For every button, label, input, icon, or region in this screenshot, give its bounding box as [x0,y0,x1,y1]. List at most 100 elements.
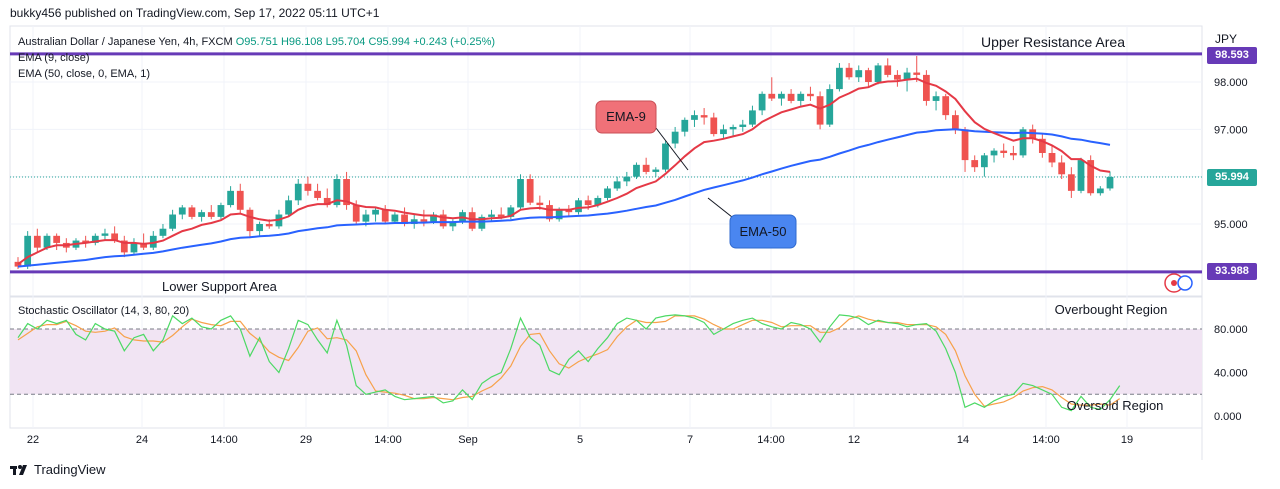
candle-body [613,181,621,189]
candle-body [894,74,901,80]
candle-body [314,190,321,198]
candle-body [855,70,863,78]
candle-body [526,179,534,203]
candle-body [980,155,988,168]
candle-body [604,188,611,198]
candle-body [304,183,312,191]
candle-body [681,119,689,132]
ema9-callout-text: EMA-9 [606,109,646,124]
candle-body [352,205,360,222]
candle-body [942,96,950,116]
brand-name: TradingView [34,462,106,477]
candle-body [816,96,824,125]
candle-body [1087,160,1095,194]
candle-body [178,207,186,215]
low-value: L95.704 [325,36,366,48]
candle-body [517,179,524,208]
tradingview-icon [10,464,27,475]
candle-body [961,129,969,161]
candle-body [546,205,553,220]
candle-body [633,164,640,177]
candle-body [739,124,747,127]
candle-body [575,200,582,213]
candle-body [1096,188,1104,194]
candle-body [159,228,167,236]
candle-body [623,176,631,182]
candle-body [91,235,99,243]
candle-body [401,214,408,224]
candle-body [990,150,998,156]
candle-body [700,115,708,118]
candle-body [207,212,215,217]
candle-body [807,93,814,97]
candle-body [391,214,399,222]
candle-body [555,209,563,220]
candle-body [111,233,119,241]
stoch-legend[interactable]: Stochastic Oscillator (14, 3, 80, 20) [18,305,190,317]
candle-body [14,261,22,267]
time-tick-label: 14 [957,434,969,446]
candle-body [468,212,476,229]
candle-body [333,179,341,206]
candle-body [449,221,457,227]
time-tick-label: 24 [136,434,148,446]
ema50-pointer [707,197,733,218]
time-tick-label: 14:00 [1032,434,1060,446]
time-tick-label: 14:00 [374,434,402,446]
candle-body [729,126,737,130]
time-tick-label: 14:00 [210,434,238,446]
ema50-callout-text: EMA-50 [740,224,787,239]
candle-body [1077,160,1085,191]
candle-body [826,89,834,125]
currency-label: JPY [1215,32,1238,46]
candle-body [778,93,785,99]
tradingview-logo[interactable]: TradingView [10,462,106,477]
candle-body [923,74,930,101]
candle-body [865,70,872,82]
candle-body [642,164,650,172]
candle-body [662,143,669,170]
candle-body [120,240,128,253]
candle-body [140,242,148,248]
candle-body [430,214,437,222]
candle-body [227,190,234,206]
candle-body [874,65,882,82]
ema9-legend[interactable]: EMA (9, close) [18,52,90,64]
stoch-tick-label: 0.000 [1214,411,1242,423]
change-value: +0.243 (+0.25%) [413,36,496,48]
price-tick-label: 97.000 [1214,124,1248,136]
candle-body [285,200,292,215]
candle-body [372,209,379,215]
candle-body [507,207,515,217]
symbol-legend[interactable]: Australian Dollar / Japanese Yen, 4h, FX… [18,36,495,48]
candle-body [43,235,51,248]
overbought-label: Overbought Region [1055,302,1168,317]
candle-body [1106,176,1114,189]
resistance-price-tag: 98.593 [1207,47,1257,64]
lower-support-label: Lower Support Area [162,279,278,294]
oversold-label: Oversold Region [1067,398,1164,413]
publisher-line: bukky456 published on TradingView.com, S… [10,6,380,20]
current-price-tag: 95.994 [1207,169,1257,186]
candle-body [33,235,41,248]
high-value: H96.108 [280,36,323,48]
candle-body [951,115,959,130]
candle-body [565,209,573,213]
candle-body [217,205,225,217]
time-tick-label: 29 [300,434,312,446]
candle-body [1009,152,1017,156]
time-tick-label: 12 [848,434,860,446]
candle-body [149,235,157,248]
candle-body [420,219,428,222]
candle-body [198,212,205,217]
candle-body [671,131,679,144]
time-tick-label: 7 [687,434,693,446]
candle-body [294,183,302,201]
candle-body [488,214,495,217]
support-price-tag: 93.988 [1207,263,1257,280]
ema50-legend[interactable]: EMA (50, close, 0, EMA, 1) [18,68,151,80]
candle-body [1038,138,1046,153]
candle-body [768,93,776,99]
price-tick-label: 98.000 [1214,77,1248,89]
